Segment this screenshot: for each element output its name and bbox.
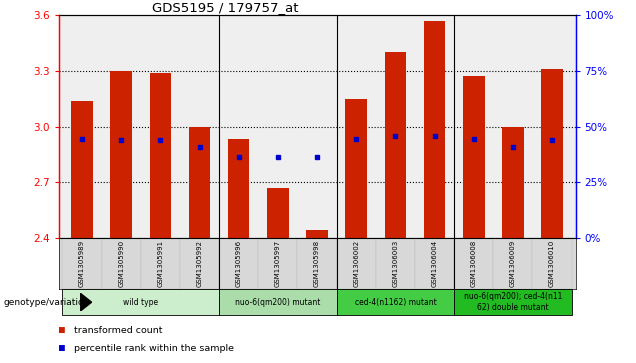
Text: wild type: wild type — [123, 298, 158, 307]
Text: GSM1305991: GSM1305991 — [157, 240, 163, 287]
Bar — [267, 188, 289, 238]
Bar — [258, 238, 298, 289]
Bar — [336, 289, 454, 315]
Bar — [62, 289, 219, 315]
Text: GSM1305997: GSM1305997 — [275, 240, 281, 287]
Bar — [71, 101, 93, 238]
Text: percentile rank within the sample: percentile rank within the sample — [74, 344, 235, 353]
Bar — [385, 52, 406, 238]
Bar — [228, 139, 249, 238]
Bar — [454, 238, 494, 289]
Bar — [532, 238, 572, 289]
Bar — [219, 238, 258, 289]
Text: GSM1306004: GSM1306004 — [432, 240, 438, 287]
Bar — [219, 289, 336, 315]
Bar — [463, 77, 485, 238]
Text: ■: ■ — [59, 343, 64, 354]
Bar — [415, 238, 454, 289]
Text: GSM1305992: GSM1305992 — [197, 240, 202, 287]
Bar — [502, 126, 523, 238]
Bar — [111, 71, 132, 238]
Text: GSM1305989: GSM1305989 — [79, 240, 85, 287]
Bar — [62, 238, 102, 289]
Text: GSM1306009: GSM1306009 — [510, 240, 516, 287]
Bar — [102, 238, 141, 289]
Bar — [307, 231, 328, 238]
Text: ced-4(n1162) mutant: ced-4(n1162) mutant — [354, 298, 436, 307]
Bar — [149, 73, 171, 238]
Bar — [376, 238, 415, 289]
Bar — [454, 289, 572, 315]
Text: ■: ■ — [59, 325, 64, 335]
Bar — [298, 238, 336, 289]
Bar — [180, 238, 219, 289]
Text: genotype/variation: genotype/variation — [3, 298, 90, 307]
Bar — [494, 238, 532, 289]
Text: GSM1306008: GSM1306008 — [471, 240, 477, 287]
Bar — [541, 69, 563, 238]
Bar — [345, 99, 367, 238]
Text: GSM1305998: GSM1305998 — [314, 240, 320, 287]
Text: GSM1306002: GSM1306002 — [353, 240, 359, 287]
Bar — [141, 238, 180, 289]
Bar — [189, 126, 211, 238]
Text: GDS5195 / 179757_at: GDS5195 / 179757_at — [151, 1, 298, 14]
Text: GSM1306003: GSM1306003 — [392, 240, 398, 287]
Text: GSM1305996: GSM1305996 — [236, 240, 242, 287]
Text: nuo-6(qm200); ced-4(n11
62) double mutant: nuo-6(qm200); ced-4(n11 62) double mutan… — [464, 293, 562, 312]
Bar — [424, 21, 445, 238]
Text: GSM1306010: GSM1306010 — [549, 240, 555, 287]
Bar — [336, 238, 376, 289]
Polygon shape — [80, 293, 92, 311]
Text: transformed count: transformed count — [74, 326, 163, 335]
Text: GSM1305990: GSM1305990 — [118, 240, 124, 287]
Text: nuo-6(qm200) mutant: nuo-6(qm200) mutant — [235, 298, 321, 307]
